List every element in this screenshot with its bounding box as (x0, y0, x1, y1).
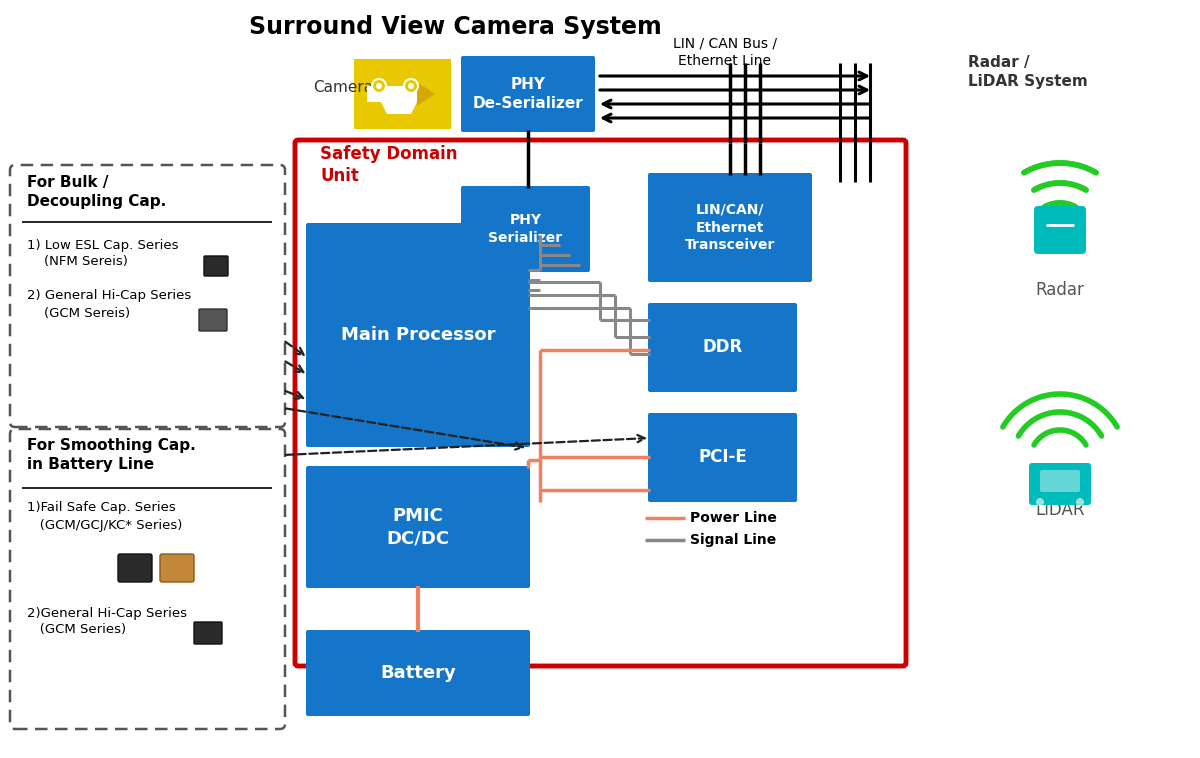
Circle shape (1036, 498, 1044, 506)
Text: PMIC
DC/DC: PMIC DC/DC (386, 506, 450, 547)
Text: LiDAR: LiDAR (1036, 501, 1085, 519)
FancyBboxPatch shape (1034, 206, 1086, 254)
Text: PHY
Serializer: PHY Serializer (488, 213, 563, 245)
Text: LIN/CAN/
Ethernet
Transceiver: LIN/CAN/ Ethernet Transceiver (685, 202, 775, 252)
FancyBboxPatch shape (306, 630, 530, 716)
Text: Battery: Battery (380, 664, 456, 682)
Polygon shape (382, 102, 418, 114)
FancyBboxPatch shape (1030, 463, 1091, 505)
Text: Safety Domain
Unit: Safety Domain Unit (320, 145, 457, 185)
Text: PHY
De-Serializer: PHY De-Serializer (473, 77, 583, 111)
Text: PCI-E: PCI-E (698, 449, 746, 466)
Text: 1)Fail Safe Cap. Series: 1)Fail Safe Cap. Series (28, 502, 175, 515)
FancyBboxPatch shape (204, 256, 228, 276)
Text: Radar /
LiDAR System: Radar / LiDAR System (968, 55, 1087, 89)
Text: (GCM Sereis): (GCM Sereis) (28, 306, 130, 320)
Circle shape (372, 79, 386, 93)
Text: Camera: Camera (313, 80, 373, 96)
Text: (GCM/GCJ/KC* Series): (GCM/GCJ/KC* Series) (28, 518, 182, 531)
Text: (NFM Sereis): (NFM Sereis) (28, 255, 128, 268)
FancyBboxPatch shape (461, 186, 590, 272)
FancyBboxPatch shape (160, 554, 194, 582)
FancyBboxPatch shape (295, 140, 906, 666)
FancyBboxPatch shape (306, 466, 530, 588)
FancyBboxPatch shape (10, 429, 286, 729)
Circle shape (408, 83, 414, 89)
FancyBboxPatch shape (461, 56, 595, 132)
Text: Surround View Camera System: Surround View Camera System (248, 15, 661, 39)
FancyBboxPatch shape (118, 554, 152, 582)
Text: For Bulk /
Decoupling Cap.: For Bulk / Decoupling Cap. (28, 175, 167, 208)
FancyBboxPatch shape (10, 165, 286, 427)
Text: 2) General Hi-Cap Series: 2) General Hi-Cap Series (28, 290, 191, 302)
Circle shape (404, 79, 418, 93)
FancyBboxPatch shape (194, 622, 222, 644)
FancyBboxPatch shape (306, 223, 530, 447)
Polygon shape (367, 86, 424, 102)
Text: (GCM Series): (GCM Series) (28, 624, 126, 637)
Text: Signal Line: Signal Line (690, 533, 776, 547)
FancyBboxPatch shape (354, 59, 451, 129)
Text: Radar: Radar (1036, 281, 1085, 299)
Text: Power Line: Power Line (690, 511, 776, 525)
Text: 1) Low ESL Cap. Series: 1) Low ESL Cap. Series (28, 239, 179, 252)
Text: Main Processor: Main Processor (341, 326, 496, 344)
Text: 2)General Hi-Cap Series: 2)General Hi-Cap Series (28, 606, 187, 619)
FancyBboxPatch shape (199, 309, 227, 331)
Text: DDR: DDR (702, 339, 743, 356)
Text: For Smoothing Cap.
in Battery Line: For Smoothing Cap. in Battery Line (28, 438, 196, 471)
FancyBboxPatch shape (648, 413, 797, 502)
FancyBboxPatch shape (648, 173, 812, 282)
Polygon shape (418, 82, 436, 106)
Text: LIN / CAN Bus /
Ethernet Line: LIN / CAN Bus / Ethernet Line (673, 36, 778, 67)
Circle shape (1076, 498, 1084, 506)
Circle shape (376, 83, 382, 89)
FancyBboxPatch shape (1040, 470, 1080, 492)
FancyBboxPatch shape (648, 303, 797, 392)
